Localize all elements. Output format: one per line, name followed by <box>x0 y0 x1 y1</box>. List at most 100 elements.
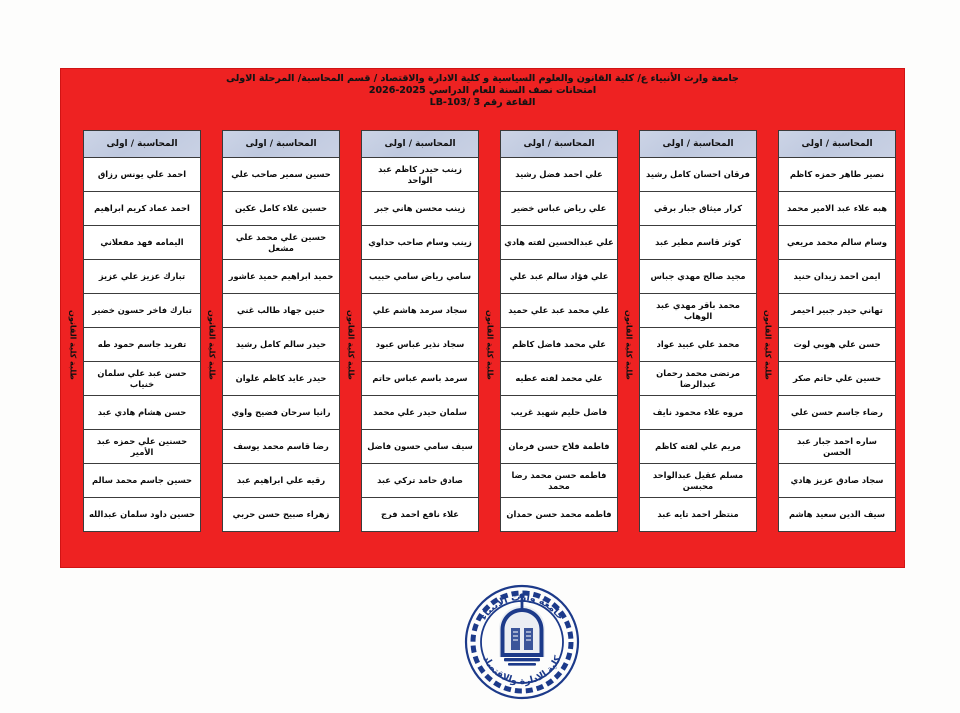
seating-column-6: المحاسبة / اولى احمد علي يونس رزاق احمد عم… <box>83 130 201 560</box>
student-cell: حيدر سالم كامل رشيد <box>222 328 340 362</box>
student-cell: مسلم عقيل عبدالواحد محبسن <box>639 464 757 498</box>
column-separator-last: طلبة كلية القانون <box>62 130 83 560</box>
side-label-college-of-law: طلبة كلية القانون <box>207 310 216 380</box>
student-cell: نصير طاهر حمزه كاظم <box>778 158 896 192</box>
student-cell: هبه علاء عبد الامير محمد <box>778 192 896 226</box>
student-cell: سجاد نذير عباس عبود <box>361 328 479 362</box>
student-cell: كرار ميثاق جبار برقي <box>639 192 757 226</box>
student-cell: حنين جهاد طالب غني <box>222 294 340 328</box>
student-cell: مروه علاء محمود نايف <box>639 396 757 430</box>
student-cell: رضاء جاسم حسن علي <box>778 396 896 430</box>
seal-graphic: جامعة وارث الانبياء كلية الادارة والاقتص… <box>464 584 580 700</box>
side-label-college-of-law: طلبة كلية القانون <box>68 310 77 380</box>
side-label-college-of-law: طلبة كلية القانون <box>346 310 355 380</box>
column-header: المحاسبة / اولى <box>361 130 479 158</box>
student-cell: حسن هشام هادي عبد <box>83 396 201 430</box>
column-separator-4: طلبة كلية القانون <box>340 130 361 560</box>
student-cell: مريم علي لفته كاظم <box>639 430 757 464</box>
student-cell: حسين داود سلمان عبدالله <box>83 498 201 532</box>
side-label-college-of-law: طلبة كلية القانون <box>624 310 633 380</box>
student-cell: منتظر احمد تايه عبد <box>639 498 757 532</box>
poster-edge-pad <box>896 130 905 560</box>
student-cell: احمد علي يونس رزاق <box>83 158 201 192</box>
student-cell: سرمد باسم عباس حاتم <box>361 362 479 396</box>
column-separator-5: طلبة كلية القانون <box>201 130 222 560</box>
student-cell: زهراء صبيح حسن حربي <box>222 498 340 532</box>
student-cell: حسين علاء كامل عكين <box>222 192 340 226</box>
exam-seating-poster: جامعة وارث الأنبياء ع/ كلية القانون والع… <box>60 68 905 568</box>
column-separator-3: طلبة كلية القانون <box>479 130 500 560</box>
poster-header: جامعة وارث الأنبياء ع/ كلية القانون والع… <box>60 70 905 109</box>
university-seal: جامعة وارث الانبياء كلية الادارة والاقتص… <box>452 578 592 710</box>
column-header: المحاسبة / اولى <box>639 130 757 158</box>
student-cell: سجاد سرمد هاشم علي <box>361 294 479 328</box>
column-header: المحاسبة / اولى <box>222 130 340 158</box>
column-header: المحاسبة / اولى <box>778 130 896 158</box>
student-cell: حسين علي محمد علي مشعل <box>222 226 340 260</box>
student-cell: سيف الدين سعيد هاشم <box>778 498 896 532</box>
student-cell: زينب وسام صاحب حداوي <box>361 226 479 260</box>
student-cell: علاء نافع احمد فرج <box>361 498 479 532</box>
student-cell: تبارك فاخر حسون خضير <box>83 294 201 328</box>
seating-column-1: المحاسبة / اولى نصير طاهر حمزه كاظم هبه عل… <box>778 130 896 560</box>
student-cell: تهاني حيدر جبير احيمر <box>778 294 896 328</box>
student-cell: فاطمه محمد حسن حمدان <box>500 498 618 532</box>
student-cell: سامي رياض سامي حبيب <box>361 260 479 294</box>
student-cell: حسين علي حاتم صكر <box>778 362 896 396</box>
student-cell: حسين جاسم محمد سالم <box>83 464 201 498</box>
seating-columns-container: المحاسبة / اولى نصير طاهر حمزه كاظم هبه عل… <box>60 130 905 560</box>
column-header: المحاسبة / اولى <box>83 130 201 158</box>
student-cell: محمد باقر مهدي عبد الوهاب <box>639 294 757 328</box>
student-cell: علي احمد فضل رشيد <box>500 158 618 192</box>
student-cell: رانيا سرحان فضيح واوي <box>222 396 340 430</box>
student-cell: سيف سامي حسون فاضل <box>361 430 479 464</box>
seating-column-3: المحاسبة / اولى علي احمد فضل رشيد علي رياض… <box>500 130 618 560</box>
student-cell: حسن عبد علي سلمان خنياب <box>83 362 201 396</box>
header-line-exam-term: امتحانات نصف السنة للعام الدراسي 2025-20… <box>368 85 597 97</box>
column-separator-2: طلبة كلية القانون <box>618 130 639 560</box>
column-separator-1: طلبة كلية القانون <box>757 130 778 560</box>
student-cell: علي محمد فاضل كاظم <box>500 328 618 362</box>
student-cell: فاضل حليم شهيد غريب <box>500 396 618 430</box>
student-cell: مرتضى محمد رحمان عبدالرضا <box>639 362 757 396</box>
student-cell: وسام سالم محمد مريعي <box>778 226 896 260</box>
student-cell: حيدر عايد كاظم علوان <box>222 362 340 396</box>
side-label-college-of-law: طلبة كلية القانون <box>485 310 494 380</box>
seating-column-5: المحاسبة / اولى حسين سمير صاحب علي حسين عل… <box>222 130 340 560</box>
student-cell: زينب محسن هاني جبر <box>361 192 479 226</box>
student-cell: زينب حيدر كاظم عبد الواحد <box>361 158 479 192</box>
student-cell: علي محمد لفته عطيه <box>500 362 618 396</box>
column-header: المحاسبة / اولى <box>500 130 618 158</box>
seating-column-2: المحاسبة / اولى فرقان احسان كامل رشيد كرار… <box>639 130 757 560</box>
student-cell: فاطمة فلاح حسن فرمان <box>500 430 618 464</box>
student-cell: احمد عماد كريم ابراهيم <box>83 192 201 226</box>
student-cell: ايمن احمد زيدان حنيد <box>778 260 896 294</box>
student-cell: حميد ابراهيم حميد عاشور <box>222 260 340 294</box>
seating-column-4: المحاسبة / اولى زينب حيدر كاظم عبد الواحد… <box>361 130 479 560</box>
header-line-institution: جامعة وارث الأنبياء ع/ كلية القانون والع… <box>226 73 739 84</box>
side-label-college-of-law: طلبة كلية القانون <box>763 310 772 380</box>
student-cell: علي عبدالحسين لفته هادي <box>500 226 618 260</box>
student-cell: تفريد جاسم حمود طه <box>83 328 201 362</box>
student-cell: علي فؤاد سالم عبد علي <box>500 260 618 294</box>
student-cell: حسنين علي حمزه عبد الأمير <box>83 430 201 464</box>
student-cell: سجاد صادق عزيز هادي <box>778 464 896 498</box>
student-cell: مجيد صالح مهدي جباس <box>639 260 757 294</box>
header-line-hall-number: القاعة رقم LB-103/ 3 <box>429 97 536 109</box>
student-cell: فرقان احسان كامل رشيد <box>639 158 757 192</box>
student-cell: علي رياض عباس خضير <box>500 192 618 226</box>
student-cell: تبارك عزيز علي عزيز <box>83 260 201 294</box>
student-cell: ساره احمد جبار عبد الحسن <box>778 430 896 464</box>
student-cell: حسن علي هوبي لوت <box>778 328 896 362</box>
student-cell: كوثر قاسم مطير عبد <box>639 226 757 260</box>
student-cell: حسين سمير صاحب علي <box>222 158 340 192</box>
student-cell: صادق حامد تركي عبد <box>361 464 479 498</box>
student-cell: اليمامه فهد مفعلاني <box>83 226 201 260</box>
student-cell: فاطمه حسن محمد رضا محمد <box>500 464 618 498</box>
student-cell: رقيه علي ابراهيم عبد <box>222 464 340 498</box>
student-cell: رضا قاسم محمد يوسف <box>222 430 340 464</box>
student-cell: محمد علي عبيد عواد <box>639 328 757 362</box>
student-cell: علي محمد عبد علي حميد <box>500 294 618 328</box>
student-cell: سلمان حيدر علي محمد <box>361 396 479 430</box>
